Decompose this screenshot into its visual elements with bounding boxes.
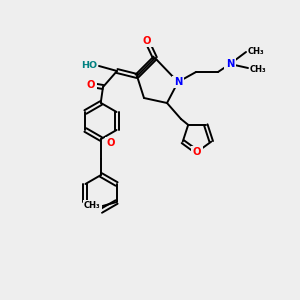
Text: O: O bbox=[143, 36, 151, 46]
Text: N: N bbox=[174, 77, 182, 87]
Text: O: O bbox=[193, 147, 201, 157]
Text: O: O bbox=[87, 80, 95, 90]
Text: CH₃: CH₃ bbox=[248, 46, 265, 56]
Text: N: N bbox=[226, 59, 234, 69]
Text: O: O bbox=[107, 138, 115, 148]
Text: HO: HO bbox=[81, 61, 97, 70]
Text: CH₃: CH₃ bbox=[84, 202, 101, 211]
Text: CH₃: CH₃ bbox=[250, 64, 267, 74]
